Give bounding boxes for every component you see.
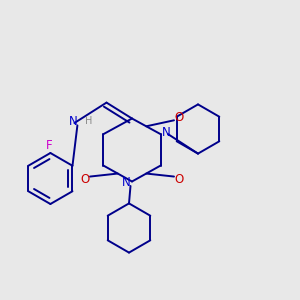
- Text: F: F: [46, 139, 52, 152]
- Text: N: N: [68, 115, 77, 128]
- Text: O: O: [174, 111, 183, 124]
- Text: O: O: [81, 173, 90, 186]
- Text: N: N: [122, 176, 131, 190]
- Text: N: N: [161, 126, 170, 139]
- Text: O: O: [174, 173, 183, 186]
- Text: H: H: [85, 116, 92, 127]
